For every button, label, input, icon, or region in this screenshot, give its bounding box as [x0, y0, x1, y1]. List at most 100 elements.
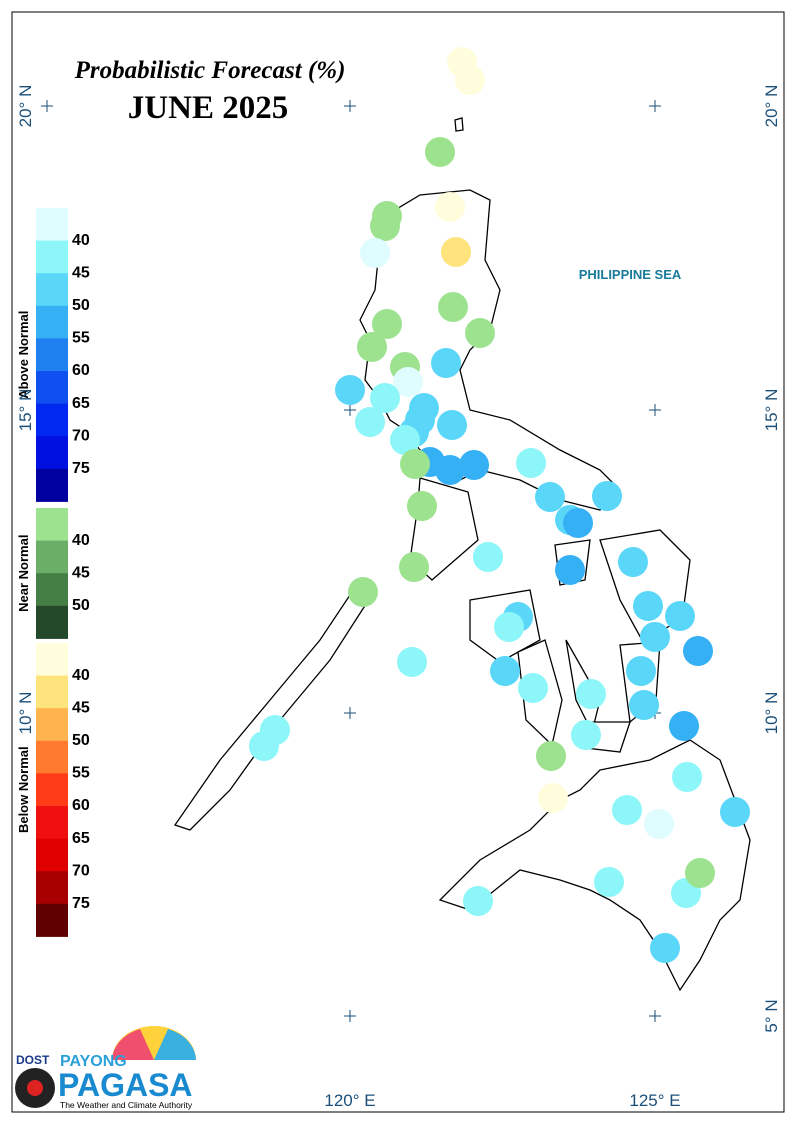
station — [536, 741, 566, 771]
lat-label-right: 20° N — [762, 85, 781, 128]
station — [360, 238, 390, 268]
legend-group: Above Normal — [16, 311, 31, 399]
station — [357, 332, 387, 362]
station — [594, 867, 624, 897]
station — [390, 425, 420, 455]
legend-group: Near Normal — [16, 535, 31, 612]
legend-swatch — [36, 403, 68, 437]
legend-label: 65 — [72, 395, 90, 412]
legend-swatch — [36, 773, 68, 807]
station — [555, 555, 585, 585]
legend-swatch — [36, 240, 68, 274]
legend-swatch — [36, 838, 68, 872]
station — [518, 673, 548, 703]
station — [438, 292, 468, 322]
legend-label: 70 — [72, 862, 90, 879]
station — [393, 367, 423, 397]
legend-swatch — [36, 468, 68, 502]
lat-label-left: 20° N — [16, 85, 35, 128]
payong: PAYONG — [60, 1053, 127, 1070]
grid-cross — [649, 404, 661, 416]
legend-label: 75 — [72, 460, 90, 477]
station — [494, 612, 524, 642]
subtitle: JUNE 2025 — [128, 90, 288, 126]
lon-label: 125° E — [629, 1091, 680, 1110]
station — [720, 797, 750, 827]
station — [348, 577, 378, 607]
legend-label: 55 — [72, 330, 90, 347]
station — [249, 731, 279, 761]
legend-swatch — [36, 508, 68, 542]
station — [455, 65, 485, 95]
legend-label: 75 — [72, 895, 90, 912]
grid-cross — [344, 100, 356, 112]
station — [407, 491, 437, 521]
station — [437, 410, 467, 440]
station — [633, 591, 663, 621]
legend-swatch — [36, 208, 68, 242]
legend-swatch — [36, 740, 68, 774]
station — [644, 809, 674, 839]
legend-swatch — [36, 871, 68, 905]
legend-swatch — [36, 806, 68, 840]
station — [370, 383, 400, 413]
station — [650, 933, 680, 963]
legend-swatch — [36, 371, 68, 405]
legend-swatch — [36, 903, 68, 937]
station — [516, 448, 546, 478]
station — [431, 348, 461, 378]
grid-cross — [649, 100, 661, 112]
grid-cross — [344, 404, 356, 416]
lat-label-left: 10° N — [16, 692, 35, 735]
legend-swatch — [36, 708, 68, 742]
station — [463, 886, 493, 916]
legend-label: 60 — [72, 797, 90, 814]
legend-label: 50 — [72, 732, 90, 749]
station — [618, 547, 648, 577]
station — [535, 482, 565, 512]
pagasa: PAGASA — [58, 1067, 193, 1103]
stations — [249, 47, 750, 963]
legend-label: 45 — [72, 699, 90, 716]
legend-label: 40 — [72, 232, 90, 249]
legend-label: 45 — [72, 564, 90, 581]
station — [435, 455, 465, 485]
dost-seal-center — [27, 1080, 43, 1096]
grid-cross — [344, 707, 356, 719]
legend: 40 45 50 55 60 65 70 75 Above Normal 40 45 50 Near N… — [16, 208, 90, 937]
legend-label: 65 — [72, 830, 90, 847]
station — [685, 858, 715, 888]
station — [441, 237, 471, 267]
legend-label: 40 — [72, 532, 90, 549]
station — [640, 622, 670, 652]
sea-label: PHILIPPINE SEA — [579, 267, 682, 282]
grid-cross — [344, 1010, 356, 1022]
station — [465, 318, 495, 348]
umbrella-blue — [154, 1029, 196, 1060]
grid-cross — [649, 1010, 661, 1022]
tagline: The Weather and Climate Authority — [60, 1100, 193, 1110]
lat-label-left: 15° N — [16, 389, 35, 432]
legend-label: 60 — [72, 362, 90, 379]
station — [629, 690, 659, 720]
legend-swatch — [36, 305, 68, 339]
station — [370, 211, 400, 241]
legend-label: 50 — [72, 597, 90, 614]
station — [399, 552, 429, 582]
logo: DOST PAYONG PAGASA The Weather and Clima… — [15, 1026, 196, 1110]
legend-swatch — [36, 605, 68, 639]
batanes — [454, 117, 464, 132]
legend-swatch — [36, 540, 68, 574]
palawan — [173, 579, 376, 831]
legend-swatch — [36, 675, 68, 709]
station — [490, 656, 520, 686]
station — [425, 137, 455, 167]
station — [459, 450, 489, 480]
station — [665, 601, 695, 631]
dost: DOST — [16, 1053, 50, 1067]
station — [683, 636, 713, 666]
lat-label-right: 5° N — [762, 999, 781, 1032]
legend-swatch — [36, 643, 68, 677]
legend-swatch — [36, 338, 68, 372]
